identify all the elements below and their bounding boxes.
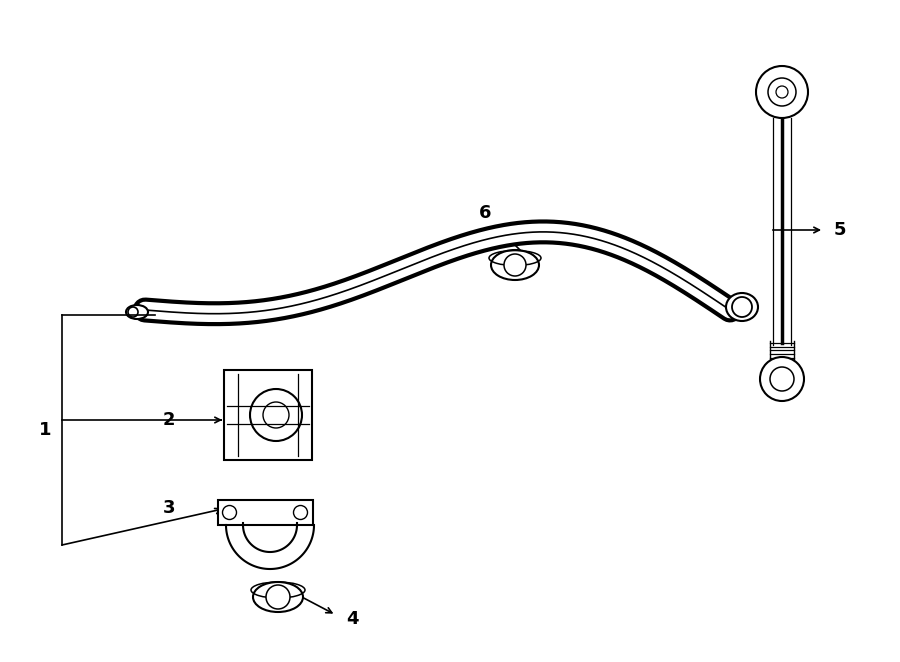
Circle shape: [250, 389, 302, 441]
Ellipse shape: [491, 250, 539, 280]
Circle shape: [504, 254, 526, 276]
Circle shape: [293, 506, 308, 520]
Circle shape: [760, 357, 804, 401]
Bar: [218, 500, 312, 525]
Text: 4: 4: [346, 610, 358, 628]
Ellipse shape: [253, 582, 303, 612]
Text: 6: 6: [479, 204, 491, 222]
Ellipse shape: [726, 293, 758, 321]
Text: 1: 1: [39, 421, 51, 439]
Text: 2: 2: [163, 411, 175, 429]
Circle shape: [266, 585, 290, 609]
Bar: [224, 370, 312, 460]
Ellipse shape: [126, 305, 148, 319]
Text: 3: 3: [163, 499, 175, 517]
Circle shape: [756, 66, 808, 118]
Circle shape: [128, 307, 138, 317]
Text: 5: 5: [834, 221, 847, 239]
Circle shape: [222, 506, 237, 520]
Circle shape: [732, 297, 752, 317]
